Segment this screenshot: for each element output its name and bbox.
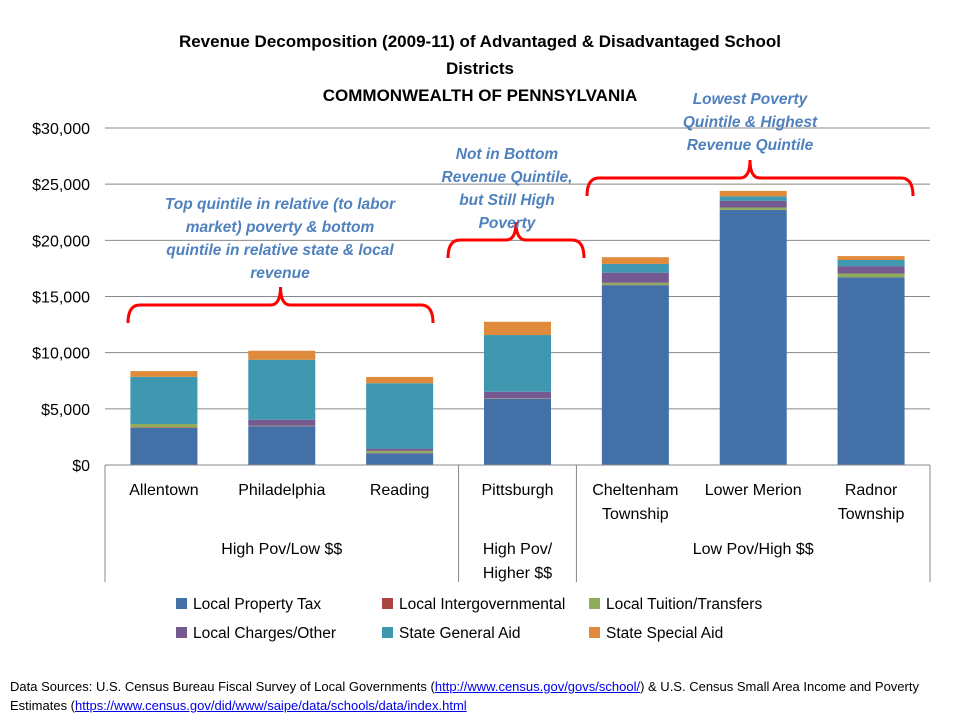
bar-segment-state-general-aid: [601, 263, 669, 273]
legend-label: State General Aid: [399, 625, 521, 642]
footer-text: Data Sources: U.S. Census Bureau Fiscal …: [10, 679, 435, 694]
bar-segment-local-property-tax: [484, 398, 551, 465]
category-label: Reading: [370, 482, 430, 499]
legend-label: Local Tuition/Transfers: [606, 596, 762, 613]
category-label: Allentown: [129, 482, 198, 499]
bar-segment-state-special-aid: [837, 256, 905, 260]
legend-label: Local Property Tax: [193, 596, 321, 613]
annotation-text: Top quintile in relative (to labor: [165, 196, 396, 213]
bar-segment-local-charges-other: [366, 448, 434, 451]
y-tick-label: $25,000: [32, 177, 90, 194]
bar-segment-local-tuition-transfers: [601, 282, 669, 286]
group-label: Low Pov/High $$: [693, 541, 814, 558]
bar-segment-state-general-aid: [366, 383, 434, 449]
category-label: Cheltenham: [592, 482, 678, 499]
legend-swatch: [382, 598, 393, 609]
census-school-link[interactable]: http://www.census.gov/govs/school/: [434, 679, 641, 694]
bar-segment-state-general-aid: [130, 376, 198, 424]
group-label: High Pov/Low $$: [221, 541, 342, 558]
bar-segment-state-general-aid: [837, 259, 905, 267]
bar-segment-local-tuition-transfers: [130, 423, 198, 428]
bar-segment-state-special-aid: [248, 350, 316, 360]
legend-swatch: [382, 627, 393, 638]
axes: Allentown Philadelphia Reading Pittsburgh Ch…: [104, 464, 931, 582]
bar-segment-state-special-aid: [484, 321, 551, 336]
bar-segment-local-property-tax: [601, 285, 669, 465]
stacked-bar-chart: Revenue Decomposition (2009-11) of Advan…: [32, 32, 931, 642]
y-tick-label: $30,000: [32, 121, 90, 138]
annotation-text: quintile in relative state & local: [166, 242, 394, 259]
legend-label: Local Charges/Other: [193, 625, 336, 642]
category-label: Township: [602, 506, 669, 523]
annotation-text: Revenue Quintile,: [442, 169, 573, 186]
y-tick-label: $10,000: [32, 346, 90, 363]
annotation-text: revenue: [250, 265, 310, 282]
annotations: Top quintile in relative (to labor market…: [126, 91, 915, 324]
category-label: Radnor: [845, 482, 898, 499]
legend: Local Property Tax Local Intergovernmenta…: [176, 596, 762, 642]
chart-title-line: COMMONWEALTH OF PENNSYLVANIA: [323, 86, 637, 105]
chart-title-line: Revenue Decomposition (2009-11) of Advan…: [179, 32, 781, 51]
group-label: High Pov/: [483, 541, 553, 558]
bracket: [126, 286, 435, 324]
bracket: [585, 159, 915, 197]
category-label: Pittsburgh: [481, 482, 553, 499]
bar-segment-local-property-tax: [130, 427, 198, 465]
bars: [130, 190, 905, 465]
y-tick-label: $15,000: [32, 290, 90, 307]
annotation-text: Revenue Quintile: [687, 137, 814, 154]
legend-label: Local Intergovernmental: [399, 596, 565, 613]
annotation-text: market) poverty & bottom: [186, 219, 375, 236]
bar-segment-local-tuition-transfers: [719, 207, 787, 210]
bar-segment-state-special-aid: [130, 371, 198, 377]
annotation-text: but Still High: [459, 192, 555, 209]
bar-segment-local-charges-other: [601, 272, 669, 283]
legend-swatch: [176, 598, 187, 609]
bar-segment-local-property-tax: [248, 426, 316, 465]
annotation-text: Not in Bottom: [456, 146, 559, 163]
group-label: Higher $$: [483, 565, 552, 582]
y-tick-label: $5,000: [41, 402, 90, 419]
gridlines: $0 $5,000 $10,000 $15,000 $20,000 $25,000 $30,…: [32, 121, 930, 475]
census-saipe-link[interactable]: https://www.census.gov/did/www/saipe/dat…: [75, 698, 467, 713]
bar-segment-state-special-aid: [719, 190, 787, 197]
bar-segment-local-charges-other: [484, 391, 551, 399]
bar-segment-local-charges-other: [719, 200, 787, 208]
bar-segment-state-special-aid: [366, 376, 434, 384]
annotation-text: Poverty: [479, 215, 537, 232]
bar-segment-local-charges-other: [248, 419, 316, 426]
legend-swatch: [589, 627, 600, 638]
category-label: Philadelphia: [238, 482, 325, 499]
legend-swatch: [589, 598, 600, 609]
bar-segment-state-general-aid: [484, 335, 551, 392]
category-label: Township: [838, 506, 905, 523]
y-tick-label: $20,000: [32, 233, 90, 250]
bar-segment-local-property-tax: [719, 210, 787, 465]
y-tick-label: $0: [72, 458, 90, 475]
annotation-text: Quintile & Highest: [683, 114, 818, 131]
bar-segment-local-charges-other: [837, 266, 905, 274]
bar-segment-local-tuition-transfers: [837, 273, 905, 278]
bar-segment-local-tuition-transfers: [366, 450, 434, 454]
bar-segment-local-intergovernmental: [130, 427, 198, 428]
annotation-text: Lowest Poverty: [693, 91, 809, 108]
category-label: Lower Merion: [705, 482, 802, 499]
bar-segment-state-general-aid: [719, 196, 787, 201]
data-sources-footer: Data Sources: U.S. Census Bureau Fiscal …: [10, 677, 940, 715]
footer-text: ) & U.S. Census Small Area Income and Po…: [10, 679, 919, 713]
bar-segment-local-property-tax: [837, 277, 905, 465]
chart-title-line: Districts: [446, 59, 514, 78]
chart-title: Revenue Decomposition (2009-11) of Advan…: [179, 32, 781, 105]
bar-segment-local-property-tax: [366, 453, 434, 465]
legend-label: State Special Aid: [606, 625, 723, 642]
bar-segment-state-general-aid: [248, 359, 316, 420]
bracket: [446, 221, 586, 259]
legend-swatch: [176, 627, 187, 638]
bar-segment-state-special-aid: [601, 257, 669, 264]
